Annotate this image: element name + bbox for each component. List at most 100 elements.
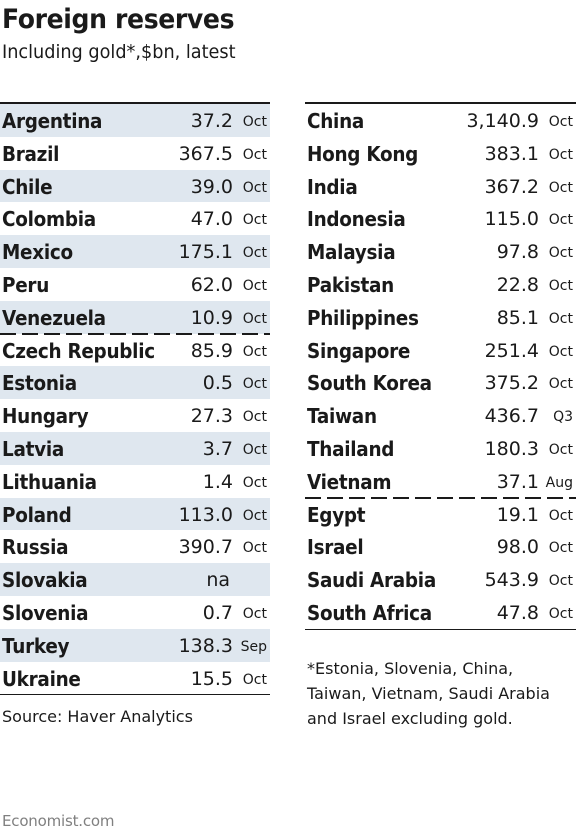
- table-row: Thailand 180.3 Oct: [305, 432, 576, 465]
- reserves-value: 15.5: [190, 667, 233, 690]
- country-name: Slovakia: [2, 568, 88, 593]
- reserves-value: na: [206, 569, 230, 592]
- table-row: Brazil 367.5 Oct: [0, 137, 270, 170]
- reserves-value: 138.3: [178, 634, 233, 657]
- date-label: Oct: [242, 179, 267, 196]
- reserves-value: 390.7: [178, 536, 233, 559]
- right-table: China 3,140.9 Oct Hong Kong 383.1 Oct India 367…: [305, 102, 576, 630]
- table-row: Lithuania 1.4 Oct: [0, 465, 270, 498]
- reserves-value: 62.0: [190, 273, 233, 296]
- date-label: Oct: [242, 277, 267, 294]
- reserves-value: 375.2: [484, 372, 539, 395]
- table-top-rule: [0, 102, 270, 104]
- table-top-rule: [305, 102, 576, 104]
- country-name: Hungary: [2, 404, 89, 429]
- country-name: Mexico: [2, 240, 73, 265]
- table-bottom-rule: [0, 694, 270, 696]
- country-name: Taiwan: [307, 404, 377, 429]
- reserves-value: 47.0: [190, 208, 233, 231]
- date-label: Oct: [548, 507, 573, 524]
- date-label: Oct: [548, 343, 573, 360]
- reserves-value: 3.7: [202, 437, 233, 460]
- reserves-value: 27.3: [190, 405, 233, 428]
- table-row: Ukraine 15.5 Oct: [0, 662, 270, 695]
- reserves-value: 175.1: [178, 241, 233, 264]
- date-label: Sep: [240, 638, 267, 655]
- country-name: Chile: [2, 174, 53, 199]
- table-row: Slovenia 0.7 Oct: [0, 596, 270, 629]
- date-label: Oct: [548, 441, 573, 458]
- country-name: Lithuania: [2, 469, 97, 494]
- date-label: Oct: [548, 212, 573, 229]
- table-row: Argentina 37.2 Oct: [0, 104, 270, 137]
- country-name: Egypt: [307, 502, 366, 527]
- reserves-value: 37.2: [190, 110, 233, 132]
- table-row: India 367.2 Oct: [305, 170, 576, 203]
- table-row: Indonesia 115.0 Oct: [305, 202, 576, 235]
- date-label: Oct: [548, 310, 573, 327]
- reserves-value: 19.1: [496, 503, 539, 526]
- table-row: Taiwan 436.7 Q3: [305, 399, 576, 432]
- date-label: Oct: [242, 540, 267, 557]
- table-row: Singapore 251.4 Oct: [305, 334, 576, 367]
- country-name: Colombia: [2, 207, 96, 232]
- country-name: South Korea: [307, 371, 432, 396]
- reserves-value: 367.5: [178, 142, 233, 165]
- source-note: Source: Haver Analytics: [2, 707, 193, 726]
- table-row: Israel 98.0 Oct: [305, 530, 576, 563]
- reserves-value: 0.7: [202, 601, 233, 624]
- date-label: Oct: [548, 540, 573, 557]
- right-table-rows: China 3,140.9 Oct Hong Kong 383.1 Oct India 367…: [305, 104, 576, 629]
- date-label: Oct: [242, 605, 267, 622]
- date-label: Oct: [548, 179, 573, 196]
- country-name: Latvia: [2, 436, 64, 461]
- date-label: Oct: [242, 507, 267, 524]
- country-name: Turkey: [2, 633, 70, 658]
- country-name: China: [307, 109, 365, 133]
- country-name: Argentina: [2, 109, 103, 133]
- table-row: Vietnam 37.1 Aug: [305, 465, 576, 499]
- table-row: South Korea 375.2 Oct: [305, 366, 576, 399]
- country-name: Singapore: [307, 338, 411, 363]
- reserves-value: 543.9: [484, 569, 539, 592]
- chart-subtitle: Including gold*,$bn, latest: [2, 41, 236, 63]
- date-label: Oct: [242, 409, 267, 426]
- table-row: Pakistan 22.8 Oct: [305, 268, 576, 301]
- reserves-value: 10.9: [190, 306, 233, 329]
- footnote: *Estonia, Slovenia, China, Taiwan, Vietn…: [307, 659, 550, 728]
- reserves-value: 251.4: [484, 339, 539, 362]
- date-label: Oct: [242, 114, 267, 130]
- country-name: Estonia: [2, 371, 77, 396]
- economist-brand: Economist.com: [2, 812, 115, 830]
- country-name: Ukraine: [2, 666, 81, 691]
- table-row: Philippines 85.1 Oct: [305, 301, 576, 334]
- date-label: Oct: [548, 605, 573, 622]
- date-label: Oct: [242, 376, 267, 393]
- date-label: Q3: [553, 409, 573, 426]
- reserves-value: 3,140.9: [466, 110, 539, 132]
- table-row: Chile 39.0 Oct: [0, 169, 270, 203]
- reserves-value: 47.8: [496, 601, 539, 624]
- table-row: Estonia 0.5 Oct: [0, 366, 270, 400]
- reserves-value: 383.1: [484, 142, 539, 165]
- country-name: Vietnam: [307, 469, 392, 494]
- reserves-value: 39.0: [190, 175, 233, 198]
- date-label: Oct: [242, 441, 267, 458]
- country-name: Peru: [2, 272, 50, 297]
- reserves-value: 22.8: [496, 273, 539, 296]
- date-label: Oct: [548, 114, 573, 130]
- date-label: Oct: [548, 376, 573, 393]
- reserves-value: 367.2: [484, 175, 539, 198]
- table-row: Hong Kong 383.1 Oct: [305, 137, 576, 170]
- table-bottom-rule: [305, 628, 576, 630]
- table-row: Czech Republic 85.9 Oct: [0, 334, 270, 367]
- reserves-value: 0.5: [202, 372, 233, 395]
- date-label: Oct: [548, 245, 573, 262]
- reserves-value: 180.3: [484, 437, 539, 460]
- date-label: Oct: [242, 310, 267, 327]
- date-label: Oct: [242, 212, 267, 229]
- country-name: Philippines: [307, 305, 419, 330]
- date-label: Oct: [242, 343, 267, 360]
- table-row: Russia 390.7 Oct: [0, 530, 270, 563]
- reserves-value: 85.1: [496, 306, 539, 329]
